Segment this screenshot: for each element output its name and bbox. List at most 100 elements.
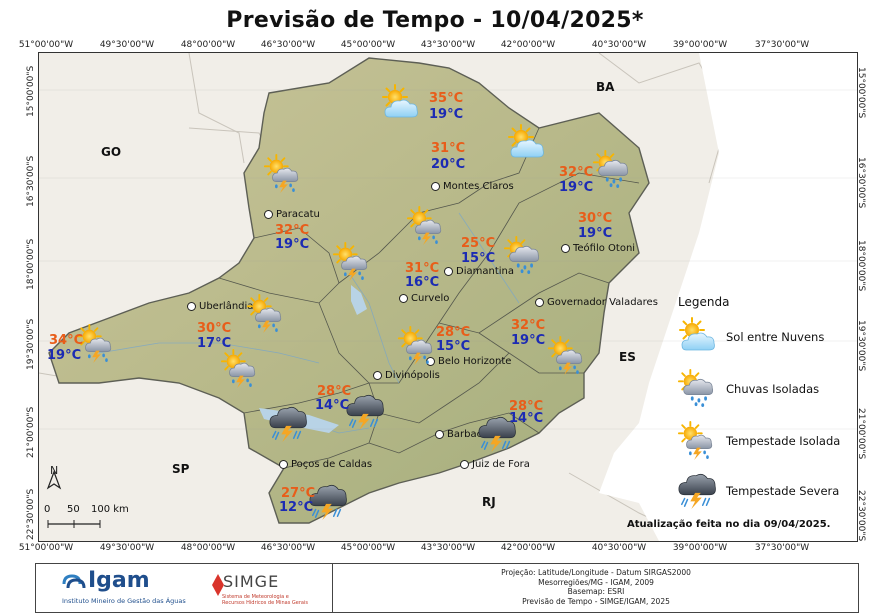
max-temp-label: 34°C — [49, 333, 84, 348]
min-temp-label: 14°C — [509, 411, 544, 426]
city-marker[interactable]: Montes Claros — [431, 181, 514, 192]
city-marker[interactable]: Teófilo Otoni — [561, 243, 635, 254]
coord-top-label: 46°30'00"W — [260, 40, 316, 50]
city-marker[interactable]: Governador Valadares — [535, 297, 658, 308]
simge-logo-text: SIMGE — [223, 572, 280, 591]
city-marker[interactable]: Curvelo — [399, 293, 449, 304]
info-line: Basemap: ESRI — [567, 587, 625, 596]
minas-gerais-area — [48, 57, 650, 524]
state-label-rj: RJ — [482, 495, 496, 509]
coord-top-label: 42°00'00"W — [500, 40, 556, 50]
neighbor-border — [188, 53, 245, 164]
min-temp-label: 15°C — [436, 339, 471, 354]
max-temp-label: 32°C — [559, 165, 594, 180]
severe-storm-icon[interactable] — [267, 403, 309, 443]
scale-tick-label: 100 km — [91, 504, 129, 515]
min-temp-label: 19°C — [47, 348, 82, 363]
city-dot-icon — [460, 459, 469, 469]
isolated-showers-icon[interactable] — [502, 235, 544, 275]
city-label: Teófilo Otoni — [573, 243, 636, 254]
city-marker[interactable]: Divinópolis — [373, 370, 440, 381]
city-label: Uberlândia — [199, 301, 254, 312]
coord-bottom-label: 45°00'00"W — [340, 543, 396, 553]
city-label: Barbacena — [447, 429, 501, 440]
max-temp-label: 31°C — [405, 261, 440, 276]
sun-behind-clouds-icon — [676, 316, 718, 356]
legend: Legenda Sol entre Nuvens Chuvas Isoladas… — [670, 290, 850, 520]
mesoregion-border — [438, 272, 610, 334]
info-line: Mesorregiões/MG - IGAM, 2009 — [538, 577, 654, 587]
isolated-storm-icon[interactable] — [219, 348, 261, 388]
max-temp-label: 35°C — [429, 91, 464, 106]
isolated-storm-icon[interactable] — [262, 153, 304, 193]
city-marker[interactable]: Belo Horizonte — [426, 356, 511, 367]
city-label: Divinópolis — [385, 370, 440, 381]
isolated-storm-icon[interactable] — [546, 335, 588, 375]
sun-behind-clouds-icon[interactable] — [379, 83, 421, 123]
city-label: Curvelo — [411, 293, 450, 304]
coord-top-label: 40°30'00"W — [591, 40, 647, 50]
info-line: Previsão de Tempo - SIMGE/IGAM, 2025 — [522, 596, 670, 606]
city-dot-icon — [279, 459, 288, 469]
min-temp-label: 19°C — [578, 226, 613, 241]
legend-label: Tempestade Isolada — [726, 434, 841, 448]
city-marker[interactable]: Barbacena — [435, 429, 501, 440]
coord-top-label: 39°00'00"W — [672, 40, 728, 50]
river — [458, 212, 520, 304]
river — [98, 342, 320, 364]
city-marker[interactable]: Paracatu — [264, 209, 320, 220]
state-label-ba: BA — [596, 80, 615, 94]
legend-label: Sol entre Nuvens — [726, 330, 825, 344]
city-label: Governador Valadares — [547, 297, 658, 308]
min-temp-label: 19°C — [275, 237, 310, 252]
isolated-storm-icon[interactable] — [331, 241, 373, 281]
mesoregion-border — [218, 277, 340, 304]
max-temp-label: 32°C — [511, 318, 546, 333]
state-label-go: GO — [101, 145, 122, 159]
mesoregion-border — [243, 382, 370, 414]
city-dot-icon — [444, 266, 453, 276]
min-temp-label: 12°C — [279, 500, 314, 515]
igam-logo-text: Igam — [88, 568, 150, 593]
igam-subtitle: Instituto Mineiro de Gestão das Águas — [62, 597, 186, 605]
coord-top-label: 51°00'00"W — [18, 40, 74, 50]
min-temp-label: 16°C — [405, 275, 440, 290]
map-title: Previsão de Tempo - 10/04/2025* — [226, 8, 644, 33]
city-marker[interactable]: Diamantina — [444, 266, 514, 277]
severe-storm-icon — [678, 473, 717, 510]
coord-top-label: 49°30'00"W — [99, 40, 155, 50]
city-label: Belo Horizonte — [438, 356, 512, 367]
isolated-storm-icon[interactable] — [405, 205, 447, 245]
coord-left-label: 18°00'00"S — [26, 238, 36, 290]
mesoregion-border — [478, 332, 584, 374]
scale-tick-label: 50 — [67, 504, 80, 515]
min-temp-label: 14°C — [315, 398, 350, 413]
update-note: Atualização feita no dia 09/04/2025. — [627, 519, 831, 530]
city-marker[interactable]: Juiz de Fora — [460, 459, 530, 470]
min-temp-label: 19°C — [429, 107, 464, 122]
isolated-storm-icon[interactable] — [245, 293, 287, 333]
simge-subtitle: Sistema de Meteorologia e Recursos Hídri… — [222, 594, 308, 606]
coord-top-label: 48°00'00"W — [180, 40, 236, 50]
map-frame[interactable]: GO BA SP ES RJ Montes Claros Paracatu Te… — [38, 52, 858, 542]
info-line: Projeção: Latitude/Longitude - Datum SIR… — [501, 568, 691, 577]
igam-logo-icon — [62, 574, 86, 589]
city-dot-icon — [373, 370, 382, 380]
mesoregion-border — [338, 127, 540, 284]
city-label: Montes Claros — [443, 181, 514, 192]
simge-logo-icon — [212, 574, 224, 596]
north-label: N — [50, 464, 59, 477]
sun-behind-clouds-icon[interactable] — [505, 123, 547, 163]
city-dot-icon — [535, 297, 544, 307]
max-temp-label: 32°C — [275, 223, 310, 238]
coord-bottom-label: 43°30'00"W — [420, 543, 476, 553]
city-marker[interactable]: Poços de Caldas — [279, 459, 372, 470]
state-label-es: ES — [619, 350, 636, 364]
isolated-storm-icon[interactable] — [396, 325, 438, 365]
state-label-sp: SP — [172, 462, 190, 476]
isolated-showers-icon[interactable] — [591, 149, 633, 189]
min-temp-label: 19°C — [559, 180, 594, 195]
min-temp-label: 15°C — [461, 251, 496, 266]
coord-left-label: 21°00'00"S — [26, 406, 36, 458]
city-marker[interactable]: Uberlândia — [187, 301, 253, 312]
